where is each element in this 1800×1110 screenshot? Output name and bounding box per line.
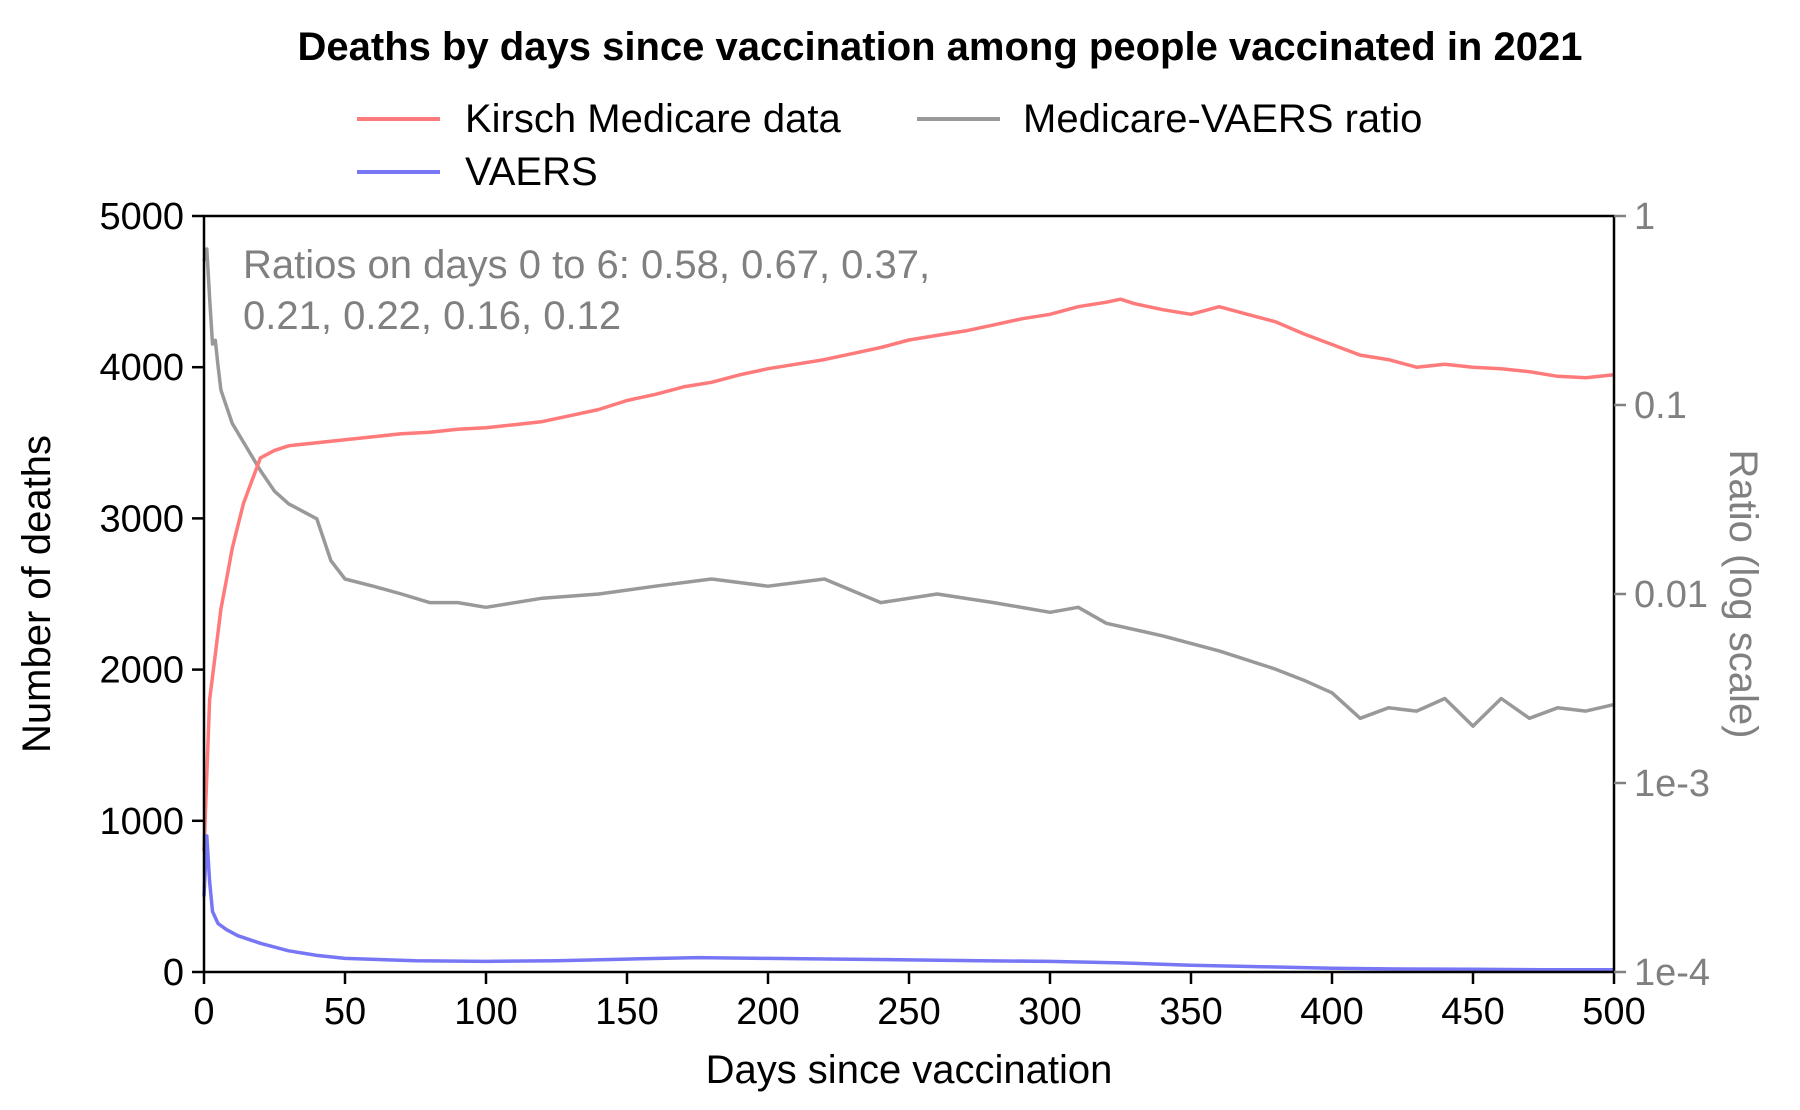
series-line-vaers (202, 834, 1614, 972)
x-axis-label: Days since vaccination (706, 1048, 1113, 1092)
x-tick-label: 400 (1300, 991, 1363, 1033)
chart-title: Deaths by days since vaccination among p… (298, 25, 1583, 69)
legend-label-vaers: VAERS (465, 150, 598, 194)
x-tick-label: 200 (736, 991, 799, 1033)
y2-tick-label: 0.1 (1634, 385, 1687, 427)
x-tick-label: 250 (877, 991, 940, 1033)
x-tick-label: 150 (595, 991, 658, 1033)
y-axis-right: 1e-4 1e-3 0.01 0.1 1 (1614, 196, 1710, 994)
y2-tick-label: 0.01 (1634, 574, 1708, 616)
series-line-medicare-vaers-ratio (202, 247, 1615, 728)
x-tick-label: 500 (1582, 991, 1645, 1033)
x-tick-label: 0 (193, 991, 214, 1033)
y-axis-label: Number of deaths (15, 435, 59, 753)
series-line-kirsch-medicare-data (202, 297, 1615, 852)
x-tick-label: 100 (454, 991, 517, 1033)
y-tick-label: 1000 (99, 801, 184, 843)
y-tick-label: 3000 (99, 498, 184, 540)
y-tick-label: 0 (163, 952, 184, 994)
y2-tick-label: 1e-3 (1634, 763, 1710, 805)
legend-label-ratio: Medicare-VAERS ratio (1023, 97, 1422, 141)
x-tick-label: 300 (1018, 991, 1081, 1033)
y-axis-left: 0 1000 2000 3000 4000 5000 (99, 196, 204, 994)
series-layer (202, 247, 1615, 972)
y-tick-label: 2000 (99, 650, 184, 692)
annotation-line-2: 0.21, 0.22, 0.16, 0.12 (243, 294, 621, 338)
x-axis: 0 50 100 150 200 250 300 350 400 450 500 (193, 972, 1646, 1033)
y2-axis-label: Ratio (log scale) (1721, 449, 1765, 738)
legend: Kirsch Medicare data Medicare-VAERS rati… (357, 97, 1422, 194)
x-tick-label: 450 (1441, 991, 1504, 1033)
y2-tick-label: 1 (1634, 196, 1655, 238)
y2-tick-label: 1e-4 (1634, 952, 1710, 994)
y-tick-label: 5000 (99, 196, 184, 238)
y-tick-label: 4000 (99, 347, 184, 389)
annotation-line-1: Ratios on days 0 to 6: 0.58, 0.67, 0.37, (243, 243, 930, 287)
legend-label-kirsch: Kirsch Medicare data (465, 97, 841, 141)
x-tick-label: 350 (1159, 991, 1222, 1033)
x-tick-label: 50 (324, 991, 366, 1033)
